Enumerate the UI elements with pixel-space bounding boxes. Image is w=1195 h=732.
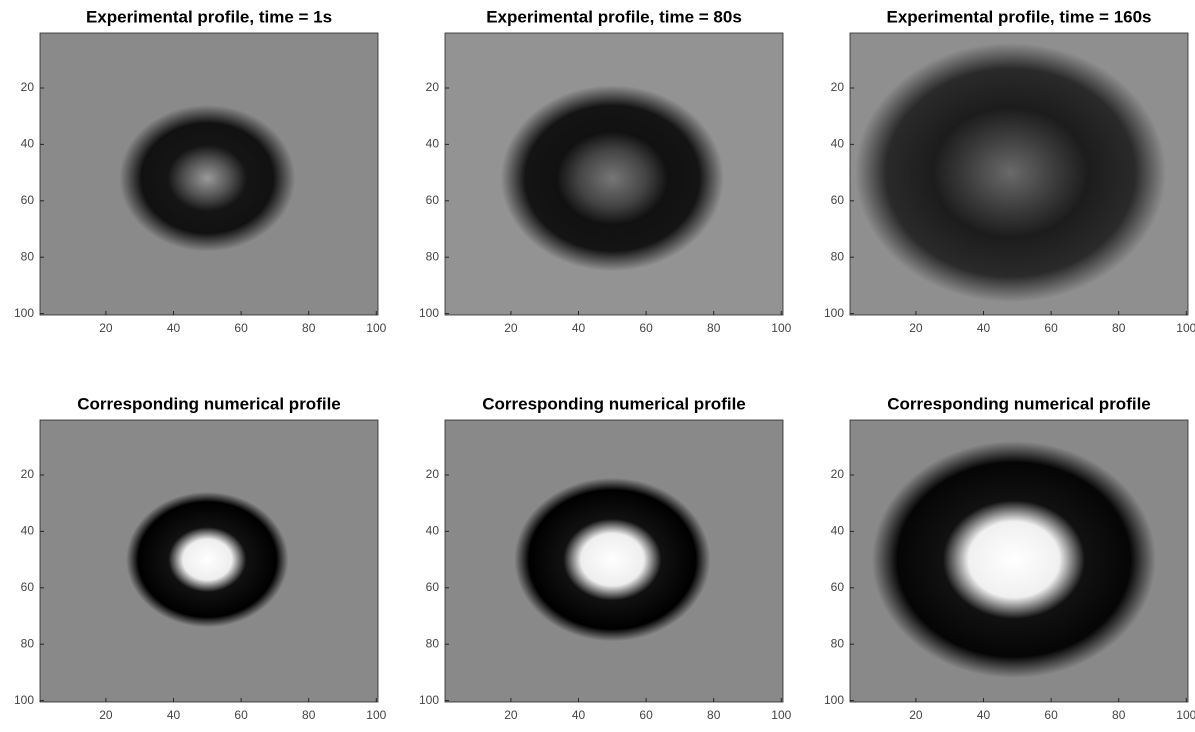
y-tick-label: 40	[21, 137, 35, 151]
y-tick-label: 100	[14, 693, 34, 707]
x-tick-label: 60	[1044, 321, 1058, 335]
x-tick-label: 80	[1112, 708, 1126, 722]
panel-title: Corresponding numerical profile	[77, 394, 341, 413]
x-tick-label: 60	[234, 708, 248, 722]
x-tick-label: 80	[302, 321, 316, 335]
y-tick-label: 60	[426, 193, 440, 207]
x-tick-label: 80	[1112, 321, 1126, 335]
image-profile	[855, 42, 1167, 303]
y-tick-label: 100	[419, 693, 439, 707]
x-tick-label: 40	[572, 321, 586, 335]
y-tick-label: 20	[21, 80, 35, 94]
x-tick-label: 40	[167, 321, 181, 335]
image-profile	[514, 477, 711, 642]
x-tick-label: 60	[234, 321, 248, 335]
axes-box	[849, 32, 1189, 316]
x-tick-label: 20	[504, 321, 518, 335]
axes-box	[849, 419, 1189, 703]
y-tick-label: 20	[831, 80, 845, 94]
x-tick-label: 100	[1176, 321, 1195, 335]
panel-title: Corresponding numerical profile	[887, 394, 1151, 413]
x-tick-label: 40	[167, 708, 181, 722]
x-tick-label: 60	[639, 708, 653, 722]
y-tick-label: 20	[426, 80, 440, 94]
y-tick-label: 40	[426, 137, 440, 151]
y-tick-label: 20	[831, 467, 845, 481]
panel-title: Experimental profile, time = 160s	[886, 7, 1151, 26]
panel-title: Experimental profile, time = 80s	[486, 7, 742, 26]
x-tick-label: 100	[771, 708, 791, 722]
axes-box	[39, 32, 379, 316]
y-tick-label: 80	[831, 249, 845, 263]
x-tick-label: 100	[1176, 708, 1195, 722]
x-tick-label: 60	[1044, 708, 1058, 722]
y-tick-label: 40	[831, 137, 845, 151]
y-tick-label: 60	[426, 580, 440, 594]
y-tick-label: 60	[21, 193, 35, 207]
y-tick-label: 80	[21, 249, 35, 263]
image-profile	[126, 491, 289, 628]
panel-title: Experimental profile, time = 1s	[86, 7, 332, 26]
image-panel	[40, 33, 378, 315]
x-tick-label: 20	[99, 321, 113, 335]
y-tick-label: 60	[831, 580, 845, 594]
image-panel	[850, 420, 1188, 702]
x-tick-label: 40	[977, 321, 991, 335]
image-panel	[445, 420, 783, 702]
axes-box	[39, 419, 379, 703]
image-profile	[500, 85, 724, 272]
y-tick-label: 80	[831, 636, 845, 650]
x-tick-label: 100	[366, 708, 386, 722]
y-tick-label: 100	[14, 306, 34, 320]
x-tick-label: 20	[99, 708, 113, 722]
y-tick-label: 80	[426, 636, 440, 650]
axes-box	[444, 419, 784, 703]
image-panel	[850, 33, 1188, 315]
y-tick-label: 40	[21, 524, 35, 538]
y-tick-label: 20	[426, 467, 440, 481]
image-panel	[445, 33, 783, 315]
y-tick-label: 80	[21, 636, 35, 650]
image-profile	[119, 104, 296, 252]
x-tick-label: 80	[707, 321, 721, 335]
x-tick-label: 60	[639, 321, 653, 335]
y-tick-label: 60	[831, 193, 845, 207]
y-tick-label: 100	[824, 693, 844, 707]
x-tick-label: 100	[771, 321, 791, 335]
x-tick-label: 80	[707, 708, 721, 722]
x-tick-label: 40	[572, 708, 586, 722]
y-tick-label: 20	[21, 467, 35, 481]
y-tick-label: 40	[426, 524, 440, 538]
x-tick-label: 20	[504, 708, 518, 722]
x-tick-label: 100	[366, 321, 386, 335]
axes-box	[444, 32, 784, 316]
image-panel	[40, 420, 378, 702]
y-tick-label: 100	[824, 306, 844, 320]
x-tick-label: 80	[302, 708, 316, 722]
x-tick-label: 20	[909, 321, 923, 335]
y-tick-label: 40	[831, 524, 845, 538]
x-tick-label: 40	[977, 708, 991, 722]
y-tick-label: 60	[21, 580, 35, 594]
image-profile	[871, 441, 1156, 679]
x-tick-label: 20	[909, 708, 923, 722]
y-tick-label: 100	[419, 306, 439, 320]
y-tick-label: 80	[426, 249, 440, 263]
panel-title: Corresponding numerical profile	[482, 394, 746, 413]
